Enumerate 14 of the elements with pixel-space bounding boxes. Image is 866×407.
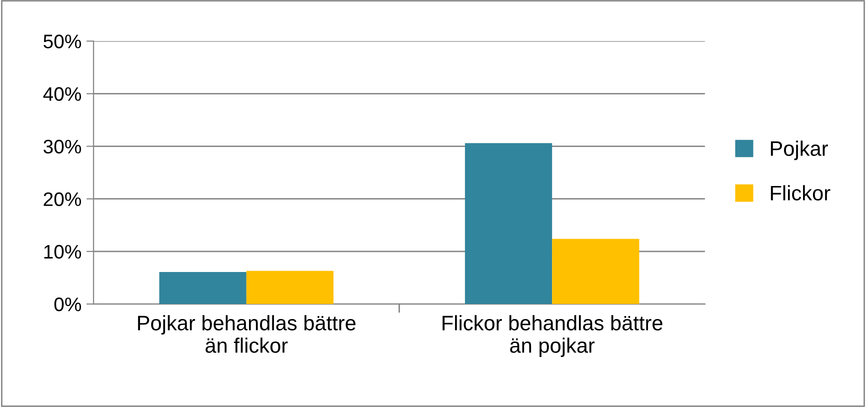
bar <box>246 270 334 304</box>
y-tick-label: 0% <box>54 297 82 312</box>
y-tick-label: 20% <box>44 192 82 206</box>
bar <box>159 272 246 304</box>
legend-label: Pojkar <box>770 140 828 160</box>
y-tick-label: 10% <box>44 244 82 259</box>
legend-label: Flickor <box>770 185 830 200</box>
y-tick-label: 50% <box>44 34 82 48</box>
y-tick-label: 30% <box>44 140 82 154</box>
bar <box>464 143 552 304</box>
x-tick-label: Pojkar behandlas bättre än flickor <box>138 315 356 353</box>
bar <box>552 238 640 304</box>
y-tick-label: 40% <box>43 87 82 101</box>
x-tick-label: Flickor behandlas bättre än pojkar <box>442 315 662 357</box>
